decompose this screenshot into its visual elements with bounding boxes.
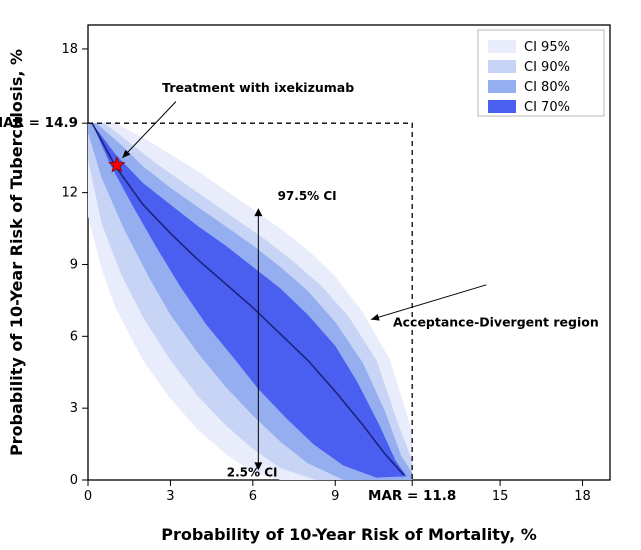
x-tick-label: 15 xyxy=(492,489,509,504)
y-tick-label: 12 xyxy=(61,186,78,201)
y-tick-label: 3 xyxy=(70,401,78,416)
legend-swatch-ci90% xyxy=(488,60,516,73)
y-tick-label: 6 xyxy=(70,329,78,344)
legend-swatch-ci95% xyxy=(488,40,516,53)
x-tick-label: 3 xyxy=(166,489,174,504)
x-tick-label: 9 xyxy=(331,489,339,504)
y-tick-label: 9 xyxy=(70,257,78,272)
legend-swatch-ci80% xyxy=(488,80,516,93)
x-tick-label: 6 xyxy=(249,489,257,504)
lower-ci-label: 2.5% CI xyxy=(227,465,278,479)
x-axis-label: Probability of 10-Year Risk of Mortality… xyxy=(161,525,537,544)
x-tick-label: 18 xyxy=(574,489,591,504)
legend-label: CI 90% xyxy=(524,60,570,75)
chart-container: 03691518MAR = 11.803691218MAR = 14.9Prob… xyxy=(0,0,641,550)
y-tick-label: 0 xyxy=(70,473,78,488)
x-tick-label: 0 xyxy=(84,489,92,504)
y-tick-label: 18 xyxy=(61,42,78,57)
treatment-label: Treatment with ixekizumab xyxy=(162,80,354,95)
legend-label: CI 95% xyxy=(524,40,570,55)
upper-ci-label: 97.5% CI xyxy=(278,189,337,203)
region-label: Acceptance-Divergent region xyxy=(393,315,599,330)
y-axis-label: Probability of 10-Year Risk of Tuberculo… xyxy=(7,49,26,456)
x-mar-label: MAR = 11.8 xyxy=(368,488,456,504)
chart-svg: 03691518MAR = 11.803691218MAR = 14.9Prob… xyxy=(0,0,641,550)
legend-label: CI 70% xyxy=(524,100,570,115)
legend-swatch-ci70% xyxy=(488,100,516,113)
legend-label: CI 80% xyxy=(524,80,570,95)
